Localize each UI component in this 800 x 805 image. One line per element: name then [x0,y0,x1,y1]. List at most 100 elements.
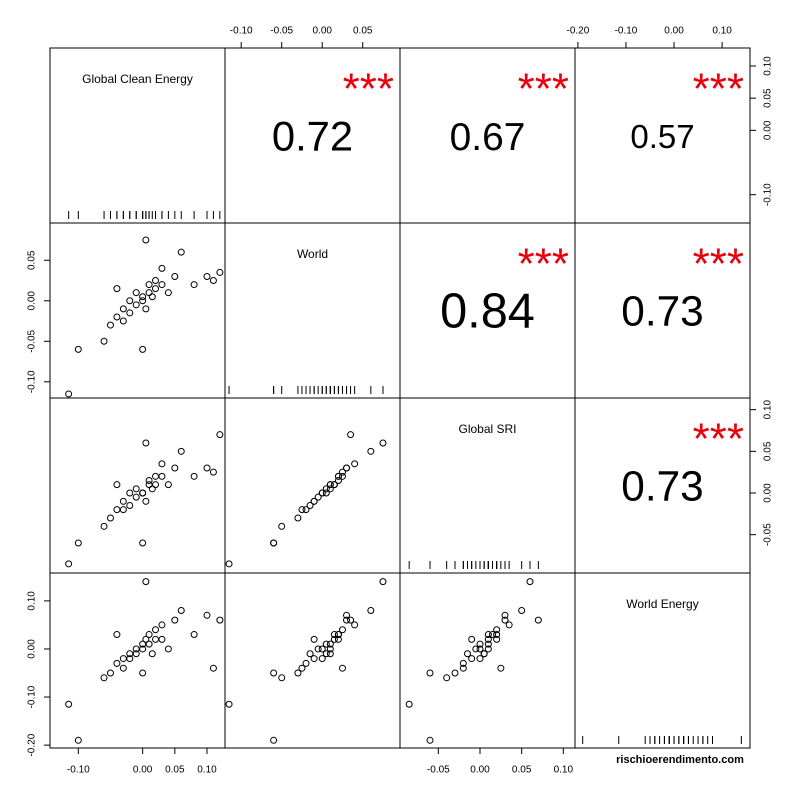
scatter-point [142,439,150,447]
x-tick-label: 0.00 [312,26,332,37]
scatter-point [190,631,198,639]
x-tick-label: 0.10 [554,765,574,776]
significance-stars: *** [518,65,569,114]
scatter-point [164,289,172,297]
scatter-point [330,481,338,489]
scatter-point [468,635,476,643]
scatter-point [100,337,108,345]
scatter-point [326,640,334,648]
scatter-point [330,635,338,643]
y-tick-label: 0.00 [763,120,774,140]
scatter-point [322,640,330,648]
scatter-point [318,655,326,663]
y-tick-label: 0.00 [763,483,774,503]
panel-frame [49,397,226,574]
scatter-point [216,616,224,624]
scatter-point [139,539,147,547]
scatter-point [158,460,166,468]
scatter-point [270,669,278,677]
scatter-point [177,607,185,614]
scatter-point [148,485,156,493]
scatter-point [100,522,108,530]
scatter-point [379,578,387,586]
significance-stars: *** [693,240,744,289]
scatter-point [145,640,153,648]
scatter-point [119,506,127,514]
scatter-point [343,464,351,472]
scatter-point [270,539,278,547]
scatter-point [209,468,217,476]
scatter-point [216,431,224,439]
scatter-point [493,635,501,643]
scatter-point [334,635,342,643]
scatter-point [302,506,310,514]
y-tick-label: -0.20 [27,733,38,756]
scatter-point [106,321,114,329]
scatter-point [343,611,351,619]
scatter-point [310,655,318,663]
scatter-point [459,659,467,667]
scatter-point [158,635,166,643]
scatter-point [334,631,342,639]
scatter-point [298,664,306,672]
y-tick-label: -0.10 [27,685,38,708]
scatter-point [379,439,387,447]
scatter-point [468,655,476,663]
scatter-point [270,736,278,744]
scatter-point [501,616,509,624]
scatter-point [526,578,534,586]
scatter-point [158,264,166,272]
scatter-point [318,645,326,653]
scatter-point [451,669,459,677]
scatter-point [367,607,375,614]
scatter-point [152,481,160,489]
scatter-point [152,277,160,285]
scatter-point [65,390,73,398]
x-tick-label: 0.10 [712,26,732,37]
correlation-value: 0.84 [440,284,535,338]
scatter-point [225,560,233,568]
scatter-point [132,289,140,297]
scatter-point [326,485,334,493]
scatter-point [158,281,166,289]
x-tick-label: -0.05 [270,26,293,37]
scatter-point [142,497,150,505]
x-tick-label: 0.05 [165,765,185,776]
scatter-point [493,626,501,634]
scatter-point [426,736,434,744]
significance-stars: *** [693,415,744,464]
scatter-point [225,700,233,708]
scatter-point [480,650,488,658]
scatter-point [142,578,150,586]
scatter-point [126,489,134,497]
panel-frame [399,572,576,749]
scatter-point [203,611,211,619]
scatter-point [484,631,492,639]
scatter-point [306,502,314,509]
scatter-point [330,631,338,639]
scatter-point [314,645,322,653]
scatter-point [318,489,326,497]
scatter-point [139,489,147,497]
scatter-point [501,611,509,619]
scatter-point [334,477,342,484]
scatter-point [145,289,153,297]
scatter-point [119,497,127,505]
scatter-point [119,305,127,313]
scatter-point [65,700,73,708]
scatter-point [190,472,198,480]
correlation-value: 0.72 [272,113,353,160]
scatter-point [119,317,127,325]
scatter-point [126,502,134,509]
scatter-point [203,272,211,280]
scatter-point [177,447,185,455]
scatter-point [484,640,492,648]
variable-label: Global SRI [458,422,516,436]
scatter-point [343,616,351,624]
scatter-point [484,635,492,643]
scatter-point [314,493,322,501]
scatter-point [351,460,359,468]
scatter-point [405,700,413,708]
scatter-point [278,674,286,682]
x-tick-label: 0.10 [197,765,217,776]
